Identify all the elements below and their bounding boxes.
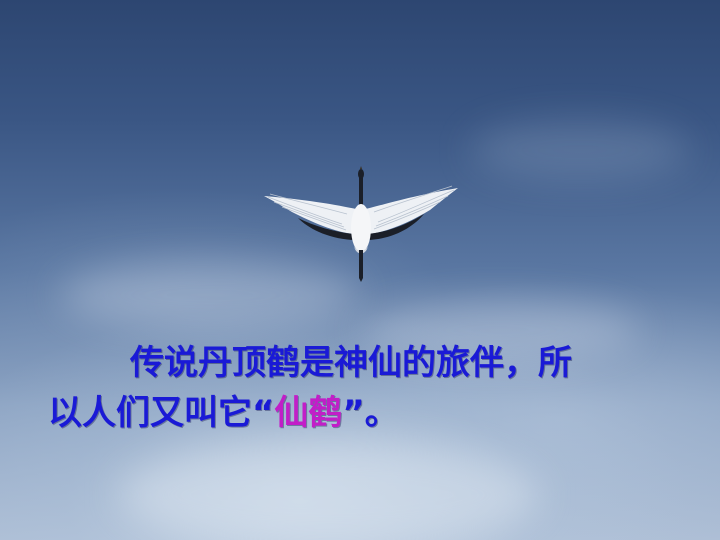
crane-image [264, 166, 458, 282]
caption-line-2: 以人们又叫它“仙鹤”。 [48, 388, 668, 438]
cloud-wisp [470, 120, 690, 180]
crane-beak [360, 166, 362, 169]
crane-legs [359, 250, 363, 282]
caption-line-2-suffix: ”。 [342, 393, 399, 433]
crane-head [358, 169, 364, 179]
caption-highlight-word: 仙鹤 [274, 393, 343, 433]
cloud-wisp [60, 260, 360, 330]
caption-line-2-prefix: 以人们又叫它“ [48, 393, 275, 433]
crane-left-wing-black [298, 218, 354, 240]
cloud-wisp [120, 440, 540, 540]
crane-tail [354, 246, 368, 254]
caption-line-1: 传说丹顶鹤是神仙的旅伴，所 [130, 343, 572, 383]
caption: 传说丹顶鹤是神仙的旅伴，所 以人们又叫它“仙鹤”。 [48, 338, 668, 438]
cloud-wisp [360, 300, 640, 360]
crane-neck [359, 175, 363, 210]
crane-right-wing-black [368, 214, 424, 240]
crane-body [351, 204, 371, 252]
